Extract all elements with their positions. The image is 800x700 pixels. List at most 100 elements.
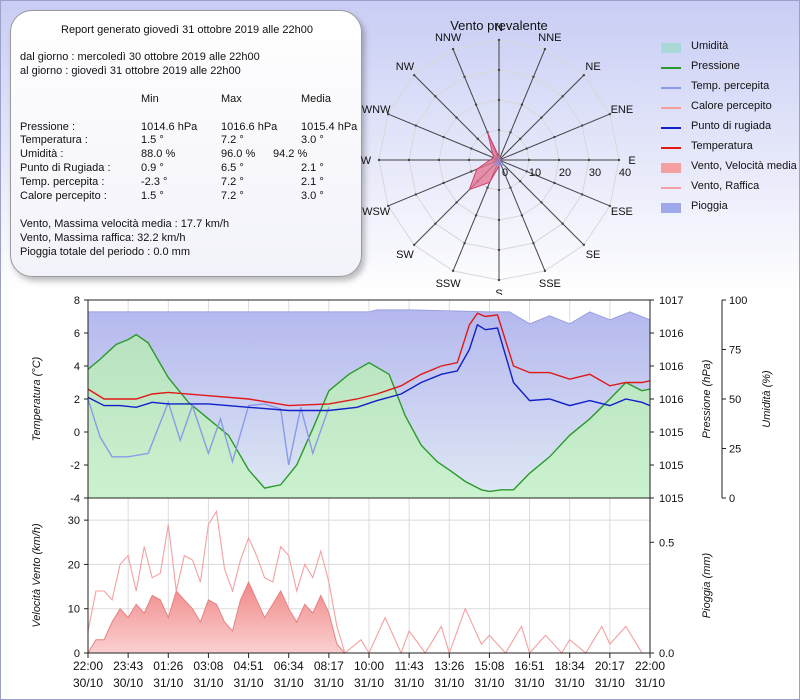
row-max: 6.5 ° <box>221 162 244 174</box>
radar-tick-mark <box>497 218 501 222</box>
y-tick-label: 8 <box>74 295 80 307</box>
row-avg: 1015.4 hPa <box>301 121 358 133</box>
legend-item: Temp. percepita <box>661 80 800 94</box>
radar-direction-label: NW <box>396 61 415 73</box>
y-tick-label: 1015 <box>659 493 683 505</box>
x-tick-label: 16:51 <box>515 659 545 673</box>
report-from: dal giorno : mercoledì 30 ottobre 2019 a… <box>20 51 260 63</box>
wind-gust-line <box>87 509 643 655</box>
y-tick-label: 30 <box>68 515 80 527</box>
y-tick-label: 75 <box>729 345 741 357</box>
legend-swatch <box>661 43 681 53</box>
y-axis-label-temperature: Temperatura (°C) <box>31 356 43 441</box>
radar-tick-mark <box>497 128 501 132</box>
legend-label: Umidità <box>691 40 729 52</box>
row-label: Temperatura : <box>20 134 88 146</box>
row-min: 1.5 ° <box>141 134 164 146</box>
x-tick-date-label: 31/10 <box>193 676 223 690</box>
y-tick-label: -2 <box>70 460 80 472</box>
radar-tick-mark <box>520 103 524 106</box>
y-tick-label: 20 <box>68 559 80 571</box>
legend-item: Calore percepito <box>661 100 800 114</box>
row-max: 7.2 ° <box>221 176 244 188</box>
radar-tick-mark <box>434 95 437 98</box>
x-tick-date-label: 31/10 <box>555 676 585 690</box>
y-tick-label: 25 <box>729 444 741 456</box>
x-tick-label: 18:34 <box>555 659 585 673</box>
legend-label: Pressione <box>691 60 740 72</box>
legend-swatch <box>661 67 681 69</box>
radar-tick-mark <box>442 181 445 185</box>
radar-direction-label: SE <box>586 249 601 261</box>
radar-tick-mark <box>532 75 535 79</box>
header-max: Max <box>221 93 242 105</box>
header-avg: Media <box>301 93 331 105</box>
y-tick-label: 1015 <box>659 427 683 439</box>
radar-direction-label: NNE <box>538 32 561 44</box>
radar-radial-label: 30 <box>589 167 601 179</box>
radar-tick-mark <box>617 158 621 162</box>
radar-tick-mark <box>553 135 556 139</box>
legend-label: Calore percepito <box>691 100 772 112</box>
radar-tick-mark <box>509 131 512 134</box>
radar-tick-mark <box>582 73 586 77</box>
radar-tick-mark <box>557 158 561 162</box>
radar-tick-mark <box>520 214 524 217</box>
row-label: Pressione : <box>20 121 76 133</box>
radar-tick-mark <box>463 241 466 245</box>
x-tick-label: 08:17 <box>314 659 344 673</box>
y-axis-label-wind: Velocità Vento (km/h) <box>31 523 43 628</box>
radar-tick-mark <box>463 75 466 79</box>
row-label: Temp. percepita : <box>20 176 105 188</box>
radar-radial-label: 10 <box>529 167 541 179</box>
y-tick-label: 2 <box>74 394 80 406</box>
radar-direction-label: ESE <box>611 206 633 218</box>
radar-tick-mark <box>509 186 512 189</box>
x-tick-date-label: 31/10 <box>153 676 183 690</box>
radar-tick-mark <box>470 147 473 150</box>
y-tick-label: 1016 <box>659 328 683 340</box>
row-avg: 3.0 ° <box>301 190 324 202</box>
x-tick-label: 23:43 <box>113 659 143 673</box>
y-tick-label: 0 <box>729 493 735 505</box>
report-panel: Report generato giovedì 31 ottobre 2019 … <box>10 10 362 277</box>
row-min: 0.9 ° <box>141 162 164 174</box>
radar-tick-mark <box>582 243 586 247</box>
x-tick-label: 04:51 <box>234 659 264 673</box>
legend-label: Punto di rugiada <box>691 120 772 132</box>
legend-item: Pressione <box>661 60 800 74</box>
y-tick-label: 1017 <box>659 295 683 307</box>
dew-point-line <box>87 323 651 412</box>
radar-tick-mark <box>527 158 531 162</box>
feels-like-line <box>87 398 330 466</box>
report-title: Report generato giovedì 31 ottobre 2019 … <box>61 24 313 36</box>
radar-tick-mark <box>587 158 591 162</box>
radar-tick-mark <box>470 170 473 173</box>
x-tick-date-label: 31/10 <box>394 676 424 690</box>
y-tick-label: 0.5 <box>659 537 674 549</box>
legend-item: Umidità <box>661 40 800 54</box>
x-tick-date-label: 31/10 <box>474 676 504 690</box>
radar-tick-mark <box>442 135 445 139</box>
row-label: Umidità : <box>20 148 64 160</box>
x-tick-date-label: 31/10 <box>234 676 264 690</box>
radar-direction-label: SW <box>396 249 414 261</box>
x-tick-label: 10:00 <box>354 659 384 673</box>
radar-tick-mark <box>497 278 501 282</box>
x-tick-label: 22:00 <box>635 659 665 673</box>
radar-series-area <box>493 156 505 166</box>
radar-radial-label: 40 <box>619 167 631 179</box>
y-tick-label: 6 <box>74 328 80 340</box>
x-tick-date-label: 31/10 <box>434 676 464 690</box>
wind-avg-max: Vento, Massima velocità media : 17.7 km/… <box>20 218 230 230</box>
legend-item: Vento, Velocità media <box>661 160 800 174</box>
radar-tick-mark <box>525 170 528 173</box>
y-tick-label: 1015 <box>659 460 683 472</box>
report-to: al giorno : giovedì 31 ottobre 2019 alle… <box>20 65 241 77</box>
radar-tick-mark <box>497 98 501 102</box>
legend-label: Vento, Raffica <box>691 180 760 192</box>
wind-gust-max: Vento, Massima raffica: 32.2 km/h <box>20 232 186 244</box>
radar-tick-mark <box>580 124 584 127</box>
legend-label: Pioggia <box>691 200 728 212</box>
radar-tick-mark <box>486 186 489 189</box>
